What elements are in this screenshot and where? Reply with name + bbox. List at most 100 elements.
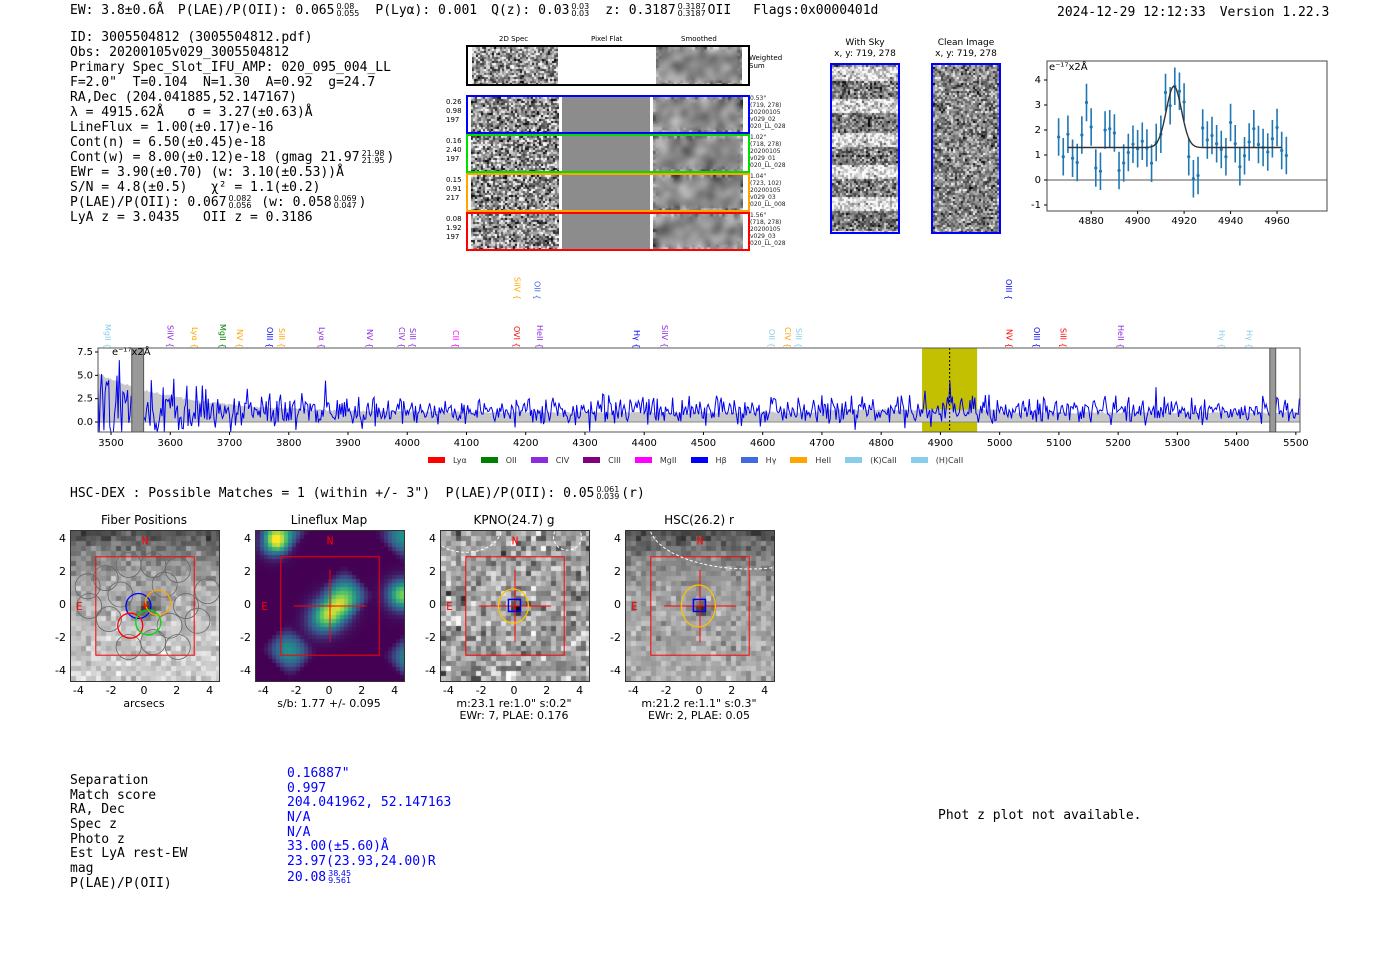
line-name: OII <box>767 329 777 341</box>
east-label: E <box>446 600 453 613</box>
data-point <box>1112 131 1116 135</box>
fiber-info-line: 20200105 <box>750 148 781 155</box>
emission-line-label: SiIV { <box>512 277 521 300</box>
cutout-overlay: NE <box>441 531 582 656</box>
gap <box>559 214 562 249</box>
line-name: Lyα <box>190 326 200 341</box>
x-tick-label: 4 <box>761 684 769 697</box>
fiber-spectrum-row <box>466 134 750 173</box>
line-marker-icon: { <box>1058 340 1068 348</box>
cutout-title: Lineflux Map <box>290 513 368 527</box>
line-name: OIII <box>1031 326 1041 341</box>
line-marker-icon: { <box>532 292 542 300</box>
fiber-info-line: (723, 102) <box>750 180 782 187</box>
line-marker-icon: { <box>1004 292 1014 300</box>
photz-message: Phot z plot not available. <box>938 808 1142 823</box>
x-tick-label: 3500 <box>98 438 123 449</box>
line-name: Hγ <box>1216 329 1226 341</box>
info-sn: S/N = 4.8(±0.5) χ² = 1.1(±0.2) <box>70 180 321 195</box>
line-name: SiII <box>408 328 418 341</box>
emission-line-label: CIV { <box>397 327 406 348</box>
fiber-info-line: 1.02" <box>750 134 767 141</box>
y-tick-label: -1 <box>1031 200 1041 211</box>
fiber-stat: 197 <box>446 233 460 241</box>
line-marker-icon: { <box>450 340 460 348</box>
x-tick-label: 4600 <box>750 438 775 449</box>
info-ewr: EWr = 3.90(±0.70) (w: 3.10(±0.53))Å <box>70 165 344 180</box>
data-point <box>1084 100 1089 105</box>
data-point <box>1122 161 1126 165</box>
line-marker-icon: { <box>190 340 200 348</box>
fiber-info: 1.04" (723, 102) 20200105 v029_03 020_LL_008 <box>750 173 786 208</box>
masked-region <box>1269 347 1277 433</box>
x-tick-label: -2 <box>475 684 487 697</box>
aperture-box <box>280 556 380 656</box>
fiber-info-line: (718, 278) <box>750 219 782 226</box>
fiber-spectrum-row <box>466 95 750 134</box>
qz: Q(z): 0.03 <box>491 3 570 18</box>
line-marker-icon: { <box>1004 340 1014 348</box>
data-point <box>1108 127 1112 131</box>
line-name: CIV <box>396 326 406 341</box>
aperture-ellipse <box>680 584 717 628</box>
ew: EW: 3.8±0.6Å <box>70 3 164 18</box>
clean-image-title: Clean Image x, y: 719, 278 <box>935 38 997 59</box>
line-marker-icon: { <box>1031 340 1041 348</box>
line-name: Hγ <box>632 329 642 341</box>
line-marker-icon: { <box>277 340 287 348</box>
line-name: SiIV <box>512 277 522 293</box>
emission-line-label: CIV { <box>783 327 792 348</box>
emission-line-label: SiII { <box>794 328 803 348</box>
line-name: NV <box>1004 328 1014 341</box>
legend-swatch <box>740 457 758 463</box>
y-tick-label: 4 <box>244 532 251 546</box>
line-marker-icon: { <box>794 340 804 348</box>
value-mag: 23.97(23.93,24.00)R <box>287 854 436 870</box>
info-lyaz: LyA z = 3.0435 OII z = 0.3186 <box>70 210 313 225</box>
label-lya-ew: Est LyA rest-EW <box>70 846 188 862</box>
x-tick-label: 3800 <box>276 438 301 449</box>
line-fit-plot: 4880 4900 4920 4940 4960 -1 0 1 2 3 4 e⁻¹⁷x2Å <box>1031 60 1328 227</box>
cutout-caption: EWr: 2, PLAE: 0.05 <box>647 709 751 722</box>
header-smoothed: Smoothed <box>681 35 717 43</box>
gap <box>559 175 562 210</box>
line-name: SiIV <box>659 325 669 341</box>
x-tick-label: -4 <box>257 684 269 697</box>
x-tick-label: 4500 <box>691 438 716 449</box>
x-tick-label: 4960 <box>1264 216 1289 227</box>
fiber-stat: 197 <box>446 155 460 163</box>
y-tick-label: 3 <box>1035 100 1041 111</box>
emission-line-label: Hγ { <box>1217 330 1226 348</box>
line-name: HeII <box>1116 324 1126 341</box>
x-tick-label: 5300 <box>1165 438 1190 449</box>
north-label: N <box>327 534 334 547</box>
data-point <box>1187 155 1191 159</box>
aperture-box <box>465 556 565 656</box>
y-tick-label: 4 <box>1035 75 1041 86</box>
data-point <box>1256 142 1261 147</box>
line-name: Lyα <box>316 326 326 341</box>
x-tick-label: 5200 <box>1105 438 1130 449</box>
version: Version 1.22.3 <box>1219 5 1330 20</box>
x-tick-label: -2 <box>290 684 302 697</box>
redshift: z: 0.3187 <box>605 3 676 18</box>
line-name: NV <box>235 328 245 341</box>
emission-line-label: SiIV { <box>165 325 174 348</box>
fiber-circle <box>140 552 167 578</box>
data-point <box>1131 142 1135 146</box>
emission-line-label: OIII { <box>265 327 274 348</box>
emission-line-label: Hγ { <box>1245 330 1254 348</box>
fiber-spectrum-row <box>466 173 750 212</box>
data-point <box>1215 142 1219 146</box>
legend-swatch <box>790 457 808 463</box>
info-lineflux: LineFlux = 1.00(±0.17)e-16 <box>70 120 274 135</box>
y-tick-label: -4 <box>240 663 251 677</box>
detection-info: ID: 3005504812 (3005504812.pdf) Obs: 2020… <box>70 30 394 225</box>
y-unit-label: e⁻¹⁷x2Å <box>1049 60 1088 73</box>
line-marker-icon: { <box>767 340 777 348</box>
y-tick-label: -2 <box>240 630 251 644</box>
fiber-info-line: (718, 278) <box>750 141 782 148</box>
y-unit-label: e⁻¹⁷x2Å <box>112 345 151 358</box>
emission-line-label: OII { <box>767 329 776 348</box>
header-pixel-flat: Pixel Flat <box>591 35 623 43</box>
